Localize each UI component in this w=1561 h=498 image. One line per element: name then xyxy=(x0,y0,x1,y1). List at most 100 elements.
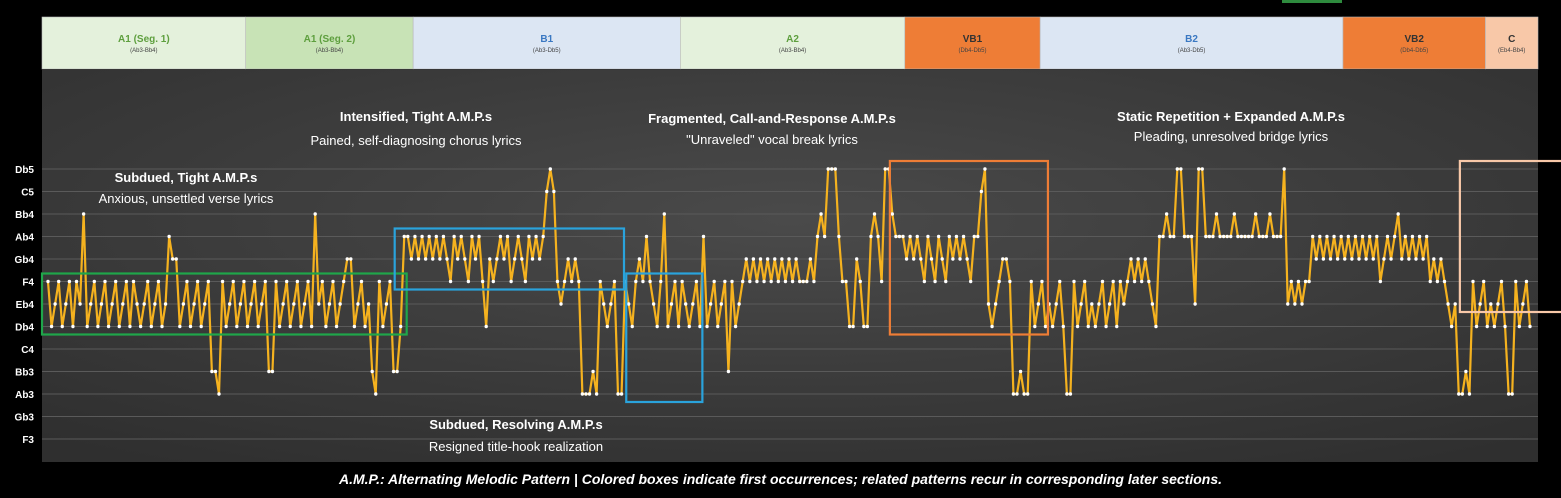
melody-point xyxy=(588,392,591,395)
melody-point xyxy=(773,257,776,260)
melody-point xyxy=(574,257,577,260)
melody-point xyxy=(631,325,634,328)
melody-point xyxy=(499,235,502,238)
melody-point xyxy=(595,392,598,395)
melody-point xyxy=(1229,235,1232,238)
melody-point xyxy=(698,325,701,328)
melody-point xyxy=(1503,325,1506,328)
melody-point xyxy=(990,325,993,328)
melody-point xyxy=(445,257,448,260)
melody-point xyxy=(517,235,520,238)
section-label: A1 (Seg. 2) xyxy=(304,34,356,45)
annotation-title: Subdued, Resolving A.M.P.s xyxy=(429,417,602,432)
annotation-title: Static Repetition + Expanded A.M.P.s xyxy=(1117,109,1345,124)
melody-point xyxy=(976,235,979,238)
melody-point xyxy=(1286,302,1289,305)
melody-point xyxy=(1425,235,1428,238)
melody-point xyxy=(705,325,708,328)
melody-point xyxy=(759,257,762,260)
melody-point xyxy=(1158,235,1161,238)
melody-point xyxy=(1261,235,1264,238)
melody-point xyxy=(834,167,837,170)
melody-point xyxy=(1190,235,1193,238)
melody-point xyxy=(1386,235,1389,238)
melody-point xyxy=(1464,370,1467,373)
melody-point xyxy=(837,235,840,238)
melody-point xyxy=(973,235,976,238)
y-tick-label: Bb4 xyxy=(15,210,34,221)
melody-point xyxy=(1400,257,1403,260)
melody-point xyxy=(1439,257,1442,260)
section-range: (Ab3-Bb4) xyxy=(779,48,806,54)
melody-point xyxy=(1272,235,1275,238)
melody-point xyxy=(267,370,270,373)
melody-point xyxy=(912,257,915,260)
annotation-title: Subdued, Tight A.M.P.s xyxy=(115,170,258,185)
melody-point xyxy=(399,325,402,328)
melody-point xyxy=(923,280,926,283)
melody-point xyxy=(784,280,787,283)
melody-point xyxy=(64,302,67,305)
melody-point xyxy=(385,302,388,305)
melody-point xyxy=(495,257,498,260)
melody-point xyxy=(1482,280,1485,283)
y-tick-label: Eb4 xyxy=(16,300,35,311)
melody-point xyxy=(1144,257,1147,260)
melody-point xyxy=(1033,325,1036,328)
melody-point xyxy=(948,235,951,238)
melody-point xyxy=(1258,235,1261,238)
melody-point xyxy=(1500,280,1503,283)
melody-point xyxy=(1008,280,1011,283)
melody-point xyxy=(1222,235,1225,238)
melody-point xyxy=(752,257,755,260)
melody-point xyxy=(142,302,145,305)
annotation-subtitle: Pleading, unresolved bridge lyrics xyxy=(1134,129,1329,144)
melody-point xyxy=(1076,325,1079,328)
melody-point xyxy=(541,235,544,238)
melody-point xyxy=(82,212,85,215)
melody-point xyxy=(353,325,356,328)
melody-point xyxy=(53,302,56,305)
melody-point xyxy=(224,325,227,328)
melody-point xyxy=(118,325,121,328)
melody-point xyxy=(866,325,869,328)
melody-point xyxy=(905,257,908,260)
melody-point xyxy=(1304,280,1307,283)
melody-point xyxy=(335,325,338,328)
melody-point xyxy=(1350,257,1353,260)
melody-point xyxy=(780,257,783,260)
melody-point xyxy=(232,280,235,283)
melody-point xyxy=(71,325,74,328)
melody-point xyxy=(303,302,306,305)
melody-point xyxy=(1161,235,1164,238)
melody-point xyxy=(627,302,630,305)
melody-point xyxy=(677,325,680,328)
melody-point xyxy=(1396,212,1399,215)
y-tick-label: C5 xyxy=(21,188,34,199)
melody-point xyxy=(474,257,477,260)
melody-point xyxy=(798,280,801,283)
melody-point xyxy=(566,257,569,260)
melody-point xyxy=(125,280,128,283)
melody-point xyxy=(1133,280,1136,283)
melody-point xyxy=(545,190,548,193)
melody-point xyxy=(937,235,940,238)
corner-mark xyxy=(1282,0,1342,3)
melody-point xyxy=(381,325,384,328)
melody-point xyxy=(114,280,117,283)
melody-point xyxy=(420,235,423,238)
melody-point xyxy=(438,257,441,260)
melody-point xyxy=(460,235,463,238)
melody-point xyxy=(239,302,242,305)
melody-point xyxy=(509,280,512,283)
melody-point xyxy=(203,302,206,305)
section-range: (Ab3-Db5) xyxy=(533,48,561,54)
melody-point xyxy=(1136,257,1139,260)
melody-point xyxy=(1062,325,1065,328)
melody-point xyxy=(349,257,352,260)
melody-point xyxy=(1432,257,1435,260)
melody-point xyxy=(634,280,637,283)
melody-point xyxy=(1347,235,1350,238)
melody-point xyxy=(313,212,316,215)
